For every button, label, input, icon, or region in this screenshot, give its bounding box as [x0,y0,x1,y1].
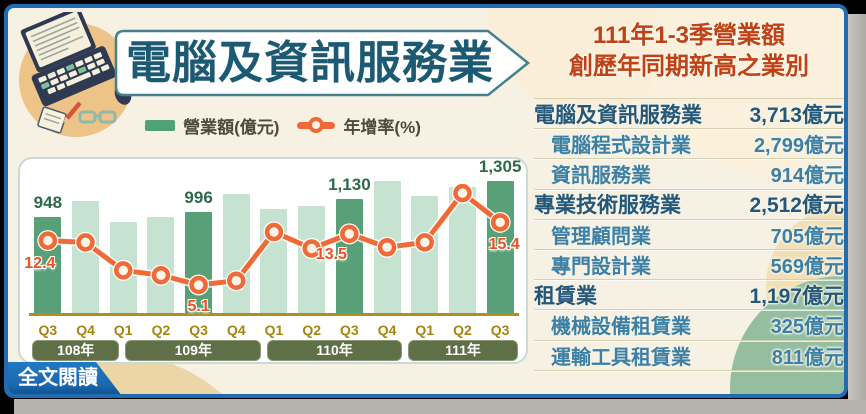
quarter-tick-label: Q3 [490,322,510,338]
quarter-tick-label: Q1 [264,322,284,338]
pencil-icon [63,101,82,123]
bar-value-label: 1,130 [328,174,371,194]
industry-name: 機械設備租賃業 [551,316,691,339]
chart-panel: 948 996 1,130 1,305 12.4 5.1 13.5 15.4 Q3 Q4 Q1 Q2… [18,157,528,364]
industry-name: 管理顧問業 [551,225,651,248]
year-band: 110年 [267,340,402,361]
industry-row: 租賃業 1,197億元 [534,280,844,311]
laptop-icon [20,12,117,107]
industry-value: 569億元 [770,256,844,279]
read-more-button[interactable]: 全文閱讀 [8,362,122,394]
quarter-tick-label: Q4 [76,322,95,338]
legend-item-line: 年增率(%) [297,113,421,138]
page-title: 電腦及資訊服務業 [126,37,495,88]
industry-name: 資訊服務業 [551,165,651,188]
industry-value: 325億元 [770,316,844,339]
page-bezel-right [848,14,866,400]
bar-value-label: 996 [184,188,213,208]
industry-value: 811億元 [771,346,844,369]
industry-value: 3,713億元 [749,103,844,127]
summary-table: 電腦及資訊服務業 3,713億元 電腦程式設計業 2,799億元 資訊服務業 914億元專… [534,98,844,371]
industry-row: 專門設計業 569億元 [534,250,844,281]
industry-row: 電腦及資訊服務業 3,713億元 [534,99,844,130]
rate-value-label: 5.1 [187,297,210,315]
industry-row: 管理顧問業 705億元 [534,220,844,250]
industry-row: 專業技術服務業 2,512億元 [534,190,844,220]
laptop-illustration [19,12,133,137]
summary-panel: 111年1-3季營業額 創歷年同期新高之業別 電腦及資訊服務業 3,713億元 電腦… [530,14,844,394]
year-band: 108年 [32,340,120,361]
quarter-tick-label: Q3 [340,322,359,338]
revenue-bar [298,206,326,313]
quarter-tick-label: Q2 [453,322,472,338]
quarter-tick-label: Q4 [226,322,246,338]
bar-slot [67,166,105,313]
bar-value-label: 948 [33,193,63,213]
legend-line-label: 年增率(%) [343,117,421,137]
plot-area: 948 996 1,130 1,305 12.4 5.1 13.5 15.4 [24,157,521,316]
revenue-bar [185,212,213,313]
rate-value-label: 13.5 [315,245,347,263]
quarter-tick-label: Q1 [415,322,435,338]
quarter-tick-label: Q2 [302,322,321,338]
industry-value: 914億元 [770,165,844,188]
chart-legend: 營業額(億元) 年增率(%) [118,111,448,139]
industry-name: 租賃業 [534,284,597,308]
quarter-tick-label: Q4 [377,322,397,338]
industry-row: 資訊服務業 914億元 [534,159,844,190]
rate-value-label: 15.4 [488,236,520,254]
bar-slot [180,166,218,313]
bar-slot [331,166,369,313]
industry-name: 運輸工具租賃業 [551,346,691,369]
infographic-card: 電腦及資訊服務業 營業額(億元) 年增率(%) 948 996 1,130 1,305… [4,4,848,398]
quarter-tick-label: Q3 [38,322,58,338]
industry-row: 機械設備租賃業 325億元 [534,310,844,341]
summary-title-line2: 創歷年同期新高之業別 [569,53,809,80]
industry-row: 運輸工具租賃業 811億元 [534,341,844,371]
bar-slot [293,166,331,313]
revenue-bar [72,200,100,313]
quarter-tick-label: Q2 [151,322,171,338]
notepad-icon [37,106,67,134]
revenue-bar [411,196,439,313]
industry-name: 電腦及資訊服務業 [534,103,702,127]
glasses-icon [78,110,117,124]
quarter-tick-label: Q1 [113,322,133,338]
bar-slot [481,166,519,313]
revenue-bar [486,180,514,313]
year-bands: 108年 109年 110年 111年 [32,340,518,361]
bar-swatch-icon [145,119,176,131]
quarter-tick-label: Q3 [189,322,208,338]
industry-value: 705億元 [770,225,844,248]
legend-bar-label: 營業額(億元) [183,117,280,137]
industry-name: 專門設計業 [551,256,651,279]
bar-slot [406,166,444,313]
industry-name: 電腦程式設計業 [551,135,691,158]
bar-slot [217,166,255,313]
year-band: 109年 [125,340,262,361]
line-layer [37,182,511,296]
rate-value-label: 12.4 [24,254,56,272]
line-marker-icon [297,117,336,133]
year-band: 111年 [407,340,518,361]
title-banner-shape [114,29,531,97]
bar-value-label: 1,305 [478,156,522,176]
industry-value: 1,197億元 [749,284,844,308]
legend-item-bar: 營業額(億元) [145,113,279,138]
title-banner: 電腦及資訊服務業 [112,28,536,98]
x-axis-labels: Q3 Q4 Q1 Q2 Q3 Q4 Q1 Q2 Q3 Q4 Q1 Q2 Q3 [29,322,519,338]
industry-value: 2,799億元 [753,135,844,158]
industry-row: 電腦程式設計業 2,799億元 [534,129,844,160]
summary-title-line1: 111年1-3季營業額 [592,22,786,49]
industry-name: 專業技術服務業 [534,194,681,218]
page-bezel-bottom [14,399,866,414]
revenue-bar [222,194,250,313]
revenue-bar [335,198,363,313]
industry-value: 2,512億元 [749,194,844,218]
